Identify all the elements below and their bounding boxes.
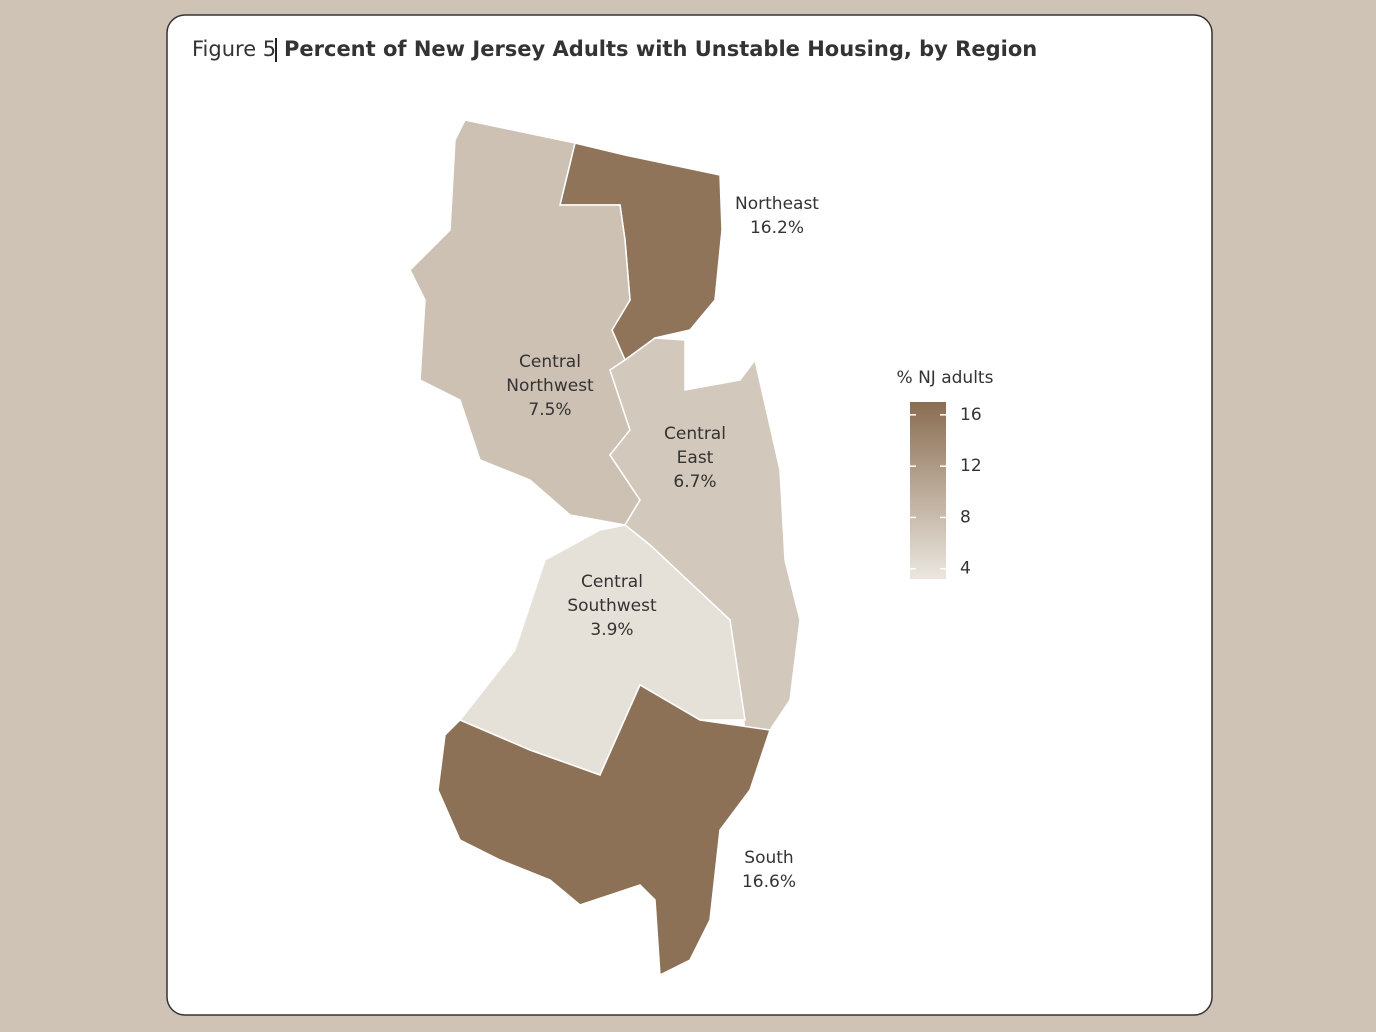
region-value: 6.7% — [673, 472, 716, 492]
region-name: Central — [664, 424, 726, 444]
region-name: Southwest — [567, 596, 657, 616]
region-value: 3.9% — [590, 620, 633, 640]
region-name: East — [677, 448, 714, 468]
region-name: Northeast — [735, 194, 819, 214]
chart-title: Percent of New Jersey Adults with Unstab… — [284, 37, 1037, 61]
colorbar-tick-label: 8 — [960, 507, 971, 527]
region-value: 16.2% — [750, 218, 804, 238]
figure-label: Figure 5 — [192, 37, 276, 61]
colorbar-tick-label: 16 — [960, 405, 982, 425]
region — [437, 683, 771, 977]
region-name: Central — [581, 572, 643, 592]
region-value: 7.5% — [528, 400, 571, 420]
region-value: 16.6% — [742, 872, 796, 892]
region-name: Northwest — [506, 376, 594, 396]
region-name: Central — [519, 352, 581, 372]
region-name: South — [744, 848, 793, 868]
colorbar — [910, 402, 946, 579]
legend-title: % NJ adults — [897, 368, 994, 388]
colorbar-tick-label: 4 — [960, 559, 971, 579]
colorbar-tick-label: 12 — [960, 456, 982, 476]
